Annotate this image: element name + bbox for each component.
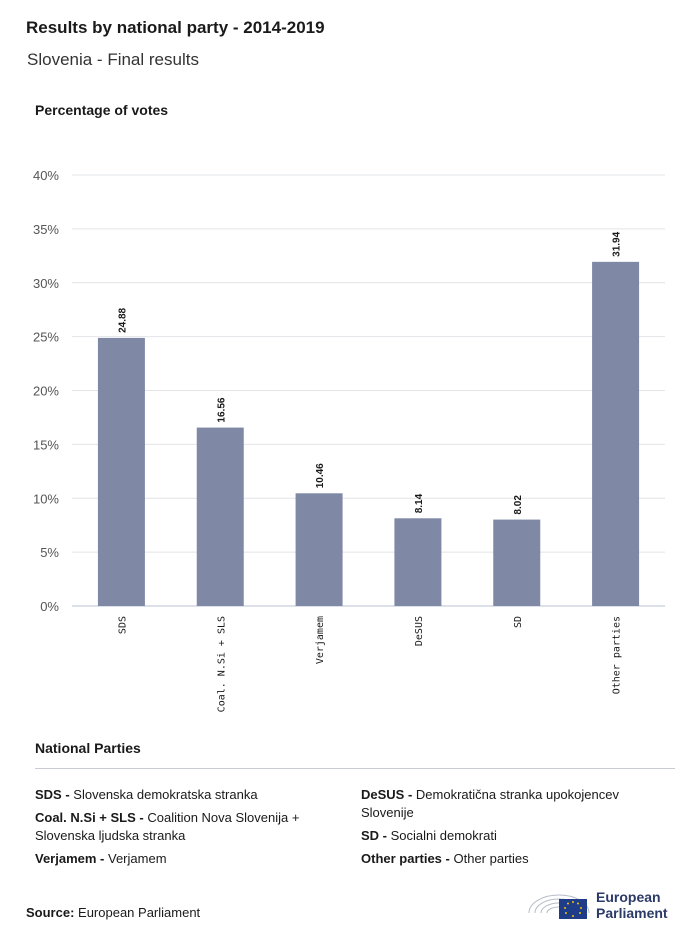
european-parliament-logo-icon xyxy=(528,894,590,919)
x-tick-label: Coal. N.Si + SLS xyxy=(216,616,227,712)
bar-chart: 0% 5% 10% 15% 20% 25% 30% 35% 40% 24.88 SDS 16.56 Co… xyxy=(33,168,665,712)
x-tick-label: Other parties xyxy=(612,616,623,694)
y-tick-label: 35% xyxy=(33,222,59,237)
x-tick-label: SD xyxy=(513,616,524,628)
y-tick-label: 15% xyxy=(33,437,59,452)
legend-name: Slovenska demokratska stranka xyxy=(73,787,258,802)
data-label: 10.46 xyxy=(315,463,326,488)
legend-name: Coalition Nova Slovenija + Slovenska lju… xyxy=(35,810,300,843)
legend-divider xyxy=(35,768,675,769)
legend-column-right: DeSUS - Demokratična stranka upokojencev… xyxy=(361,786,661,873)
y-tick-label: 25% xyxy=(33,330,59,345)
legend-abbr: DeSUS - xyxy=(361,787,413,802)
logo-line-2: Parliament xyxy=(596,905,668,921)
source-value: European Parliament xyxy=(78,905,201,920)
legend-entry: Verjamem - Verjamem xyxy=(35,850,335,868)
legend-entry: DeSUS - Demokratična stranka upokojencev… xyxy=(361,786,661,822)
legend-name: Verjamem xyxy=(108,851,167,866)
legend-entry: Other parties - Other parties xyxy=(361,850,661,868)
legend-name: Socialni demokrati xyxy=(390,828,497,843)
bar xyxy=(493,519,541,606)
data-label: 31.94 xyxy=(612,231,623,256)
legend-abbr: Other parties - xyxy=(361,851,450,866)
bar xyxy=(295,493,343,606)
legend-name: Demokratična stranka upokojencev Sloveni… xyxy=(361,787,619,820)
x-tick-label: Verjamem xyxy=(315,616,326,664)
bar xyxy=(394,518,442,606)
logo-wordmark: European Parliament xyxy=(596,889,668,921)
y-tick-label: 20% xyxy=(33,384,59,399)
legend-entry: SD - Socialni demokrati xyxy=(361,827,661,845)
legend-abbr: Coal. N.Si + SLS - xyxy=(35,810,144,825)
bar xyxy=(592,261,640,606)
y-axis-label: Percentage of votes xyxy=(35,102,169,118)
legend-title: National Parties xyxy=(35,740,141,756)
chart-subtitle: Slovenia - Final results xyxy=(27,50,199,69)
y-tick-label: 30% xyxy=(33,276,59,291)
legend-abbr: SD - xyxy=(361,828,387,843)
y-tick-label: 10% xyxy=(33,491,59,506)
source-note: Source: European Parliament xyxy=(26,905,200,920)
data-label: 16.56 xyxy=(216,397,227,422)
data-label: 8.14 xyxy=(414,493,425,513)
legend-name: Other parties xyxy=(453,851,529,866)
x-tick-label: DeSUS xyxy=(414,616,425,646)
legend-column-left: SDS - Slovenska demokratska stranka Coal… xyxy=(35,786,335,873)
bar xyxy=(196,427,244,606)
logo-line-1: European xyxy=(596,889,661,905)
x-tick-label: SDS xyxy=(117,616,128,634)
legend-abbr: Verjamem - xyxy=(35,851,105,866)
legend-abbr: SDS - xyxy=(35,787,70,802)
legend-entry: Coal. N.Si + SLS - Coalition Nova Sloven… xyxy=(35,809,335,845)
chart-title: Results by national party - 2014-2019 xyxy=(26,18,325,37)
source-label: Source: xyxy=(26,905,75,920)
bar xyxy=(97,337,145,606)
y-tick-label: 40% xyxy=(33,168,59,183)
y-tick-label: 5% xyxy=(40,545,59,560)
legend-entry: SDS - Slovenska demokratska stranka xyxy=(35,786,335,804)
data-label: 24.88 xyxy=(117,307,128,332)
y-tick-label: 0% xyxy=(40,599,59,614)
data-label: 8.02 xyxy=(513,495,524,515)
